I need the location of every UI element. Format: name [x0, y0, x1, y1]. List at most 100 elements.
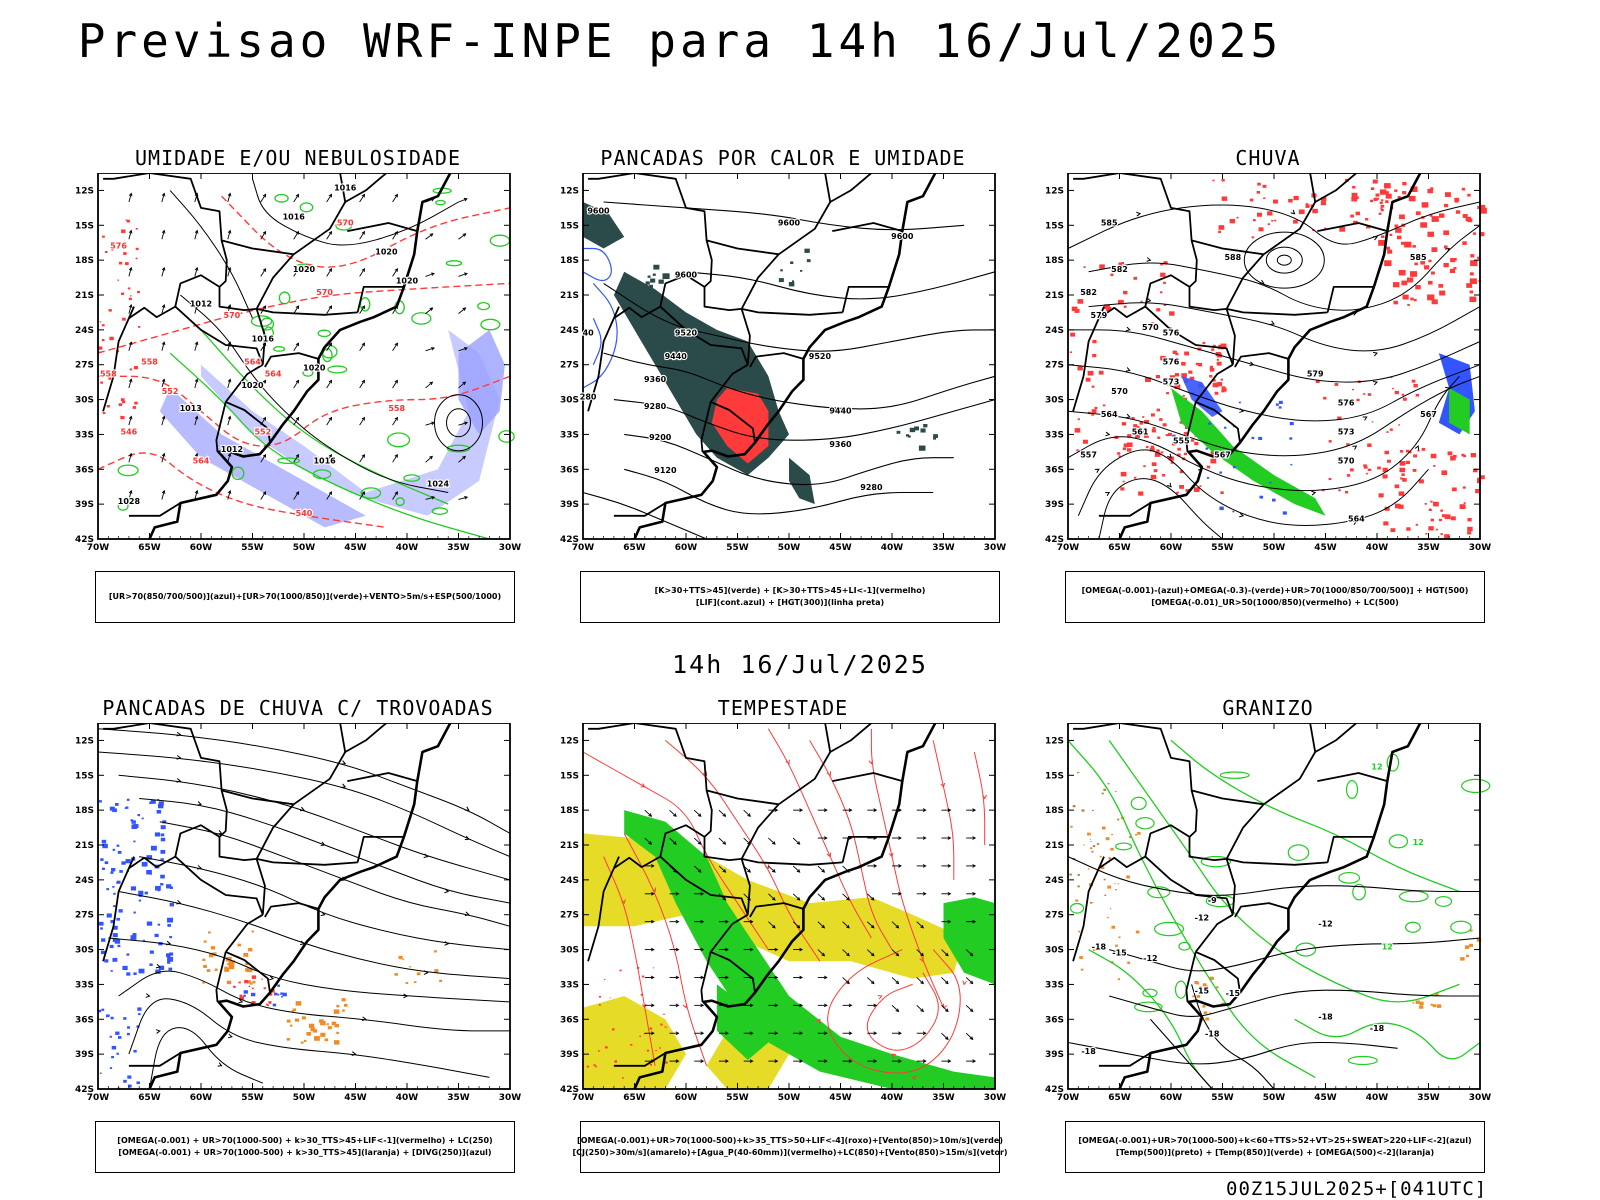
- thickness-line: [97, 282, 511, 354]
- state-border: [128, 305, 176, 319]
- state-border: [659, 855, 749, 916]
- rain-red-area: [1396, 235, 1402, 240]
- temp850-green-contour: [1115, 842, 1133, 851]
- rain-red-area: [1438, 518, 1442, 522]
- rain-red-area: [1418, 479, 1424, 484]
- rain-red-area: [1174, 384, 1181, 389]
- flow-arrow: [1269, 320, 1275, 325]
- rain-red-area: [1371, 421, 1374, 423]
- omega-orange-area: [1202, 983, 1207, 987]
- wind-vector-head: [945, 1036, 949, 1041]
- wind-vector: [326, 380, 332, 389]
- state-border: [256, 308, 358, 316]
- wind-vector-head: [128, 266, 133, 271]
- lat-label: 33S: [1045, 980, 1064, 990]
- lat-label: 42S: [1045, 1085, 1064, 1095]
- temp850-green-contour: [1352, 883, 1366, 901]
- rain-red-area: [1469, 278, 1477, 285]
- wind-vector-head: [870, 980, 875, 985]
- flow-arrow: [682, 1003, 688, 1009]
- instability-area: [933, 434, 938, 438]
- state-border: [1226, 308, 1328, 316]
- contour-label: 570: [1142, 323, 1159, 332]
- wind-vector: [293, 454, 299, 463]
- humidity-green-contour: [359, 297, 371, 312]
- rain-red-area: [1430, 500, 1433, 503]
- wind-vector-head: [922, 1031, 927, 1036]
- omega-orange-area: [1135, 930, 1140, 934]
- wind-vector-head: [431, 346, 435, 351]
- wind-vector: [128, 379, 132, 389]
- divergence-blue-area: [138, 968, 145, 974]
- rain-red-area: [1454, 197, 1460, 202]
- contour-label: 1012: [190, 300, 212, 309]
- wind-vector: [128, 341, 132, 351]
- thickness-line: [123, 252, 127, 255]
- wind-vector: [425, 233, 434, 240]
- wind-vector-head: [823, 808, 828, 812]
- wind-vector: [842, 921, 850, 929]
- rain-red-area: [1411, 379, 1416, 383]
- wind-vector-head: [898, 1059, 902, 1063]
- rain-red-area: [1117, 452, 1121, 455]
- contour-label: 576: [1163, 329, 1180, 338]
- coastline: [633, 173, 944, 540]
- showers-orange-area: [402, 958, 405, 961]
- wind-vector-head: [873, 1059, 878, 1063]
- rain-red-area: [1138, 491, 1144, 496]
- wind-vector: [965, 949, 974, 957]
- divergence-blue-area: [110, 1016, 114, 1020]
- rain-red-area: [1428, 526, 1434, 531]
- divergence-blue-area: [156, 809, 162, 814]
- lon-label: 70W: [87, 1093, 110, 1103]
- rain-red-area: [1092, 339, 1097, 344]
- contour-line: [118, 774, 511, 881]
- rain-red-area: [1420, 260, 1425, 265]
- wind-vector: [743, 809, 751, 817]
- lat-label: 39S: [560, 1050, 579, 1060]
- rain-red-area: [1121, 422, 1127, 426]
- divergence-blue-area: [99, 1072, 102, 1074]
- showers-orange-area: [342, 1009, 345, 1012]
- rain-red-area: [1182, 375, 1186, 378]
- rain-red-area: [1166, 392, 1169, 395]
- wind-vector: [792, 865, 801, 873]
- omega-orange-area: [1415, 1000, 1420, 1004]
- high-pressure-contour: [1243, 231, 1325, 289]
- rain-red-area: [1384, 260, 1392, 267]
- wind-vector-head: [771, 924, 776, 929]
- rain-red-area: [1415, 523, 1419, 526]
- contour-line: [1067, 364, 1481, 422]
- rain-red-area: [1185, 489, 1189, 492]
- rain-red-area: [1142, 416, 1145, 418]
- divergence-blue-area: [160, 825, 166, 830]
- omega-orange-area: [1072, 805, 1076, 808]
- rain-red-area: [1447, 451, 1453, 456]
- rain-red-area: [1386, 431, 1389, 433]
- wind-vector-head: [194, 378, 199, 383]
- instability-area: [662, 273, 670, 280]
- lat-label: 12S: [560, 736, 579, 746]
- rain-red-area: [1424, 265, 1430, 270]
- contour-line: [665, 740, 821, 962]
- flow-arrow: [444, 888, 450, 894]
- flow-arrow: [1239, 408, 1245, 413]
- rain-red-area: [1398, 504, 1404, 509]
- rain-red-area: [1367, 393, 1372, 396]
- water-red-area: [663, 1013, 665, 1015]
- state-border: [1314, 723, 1357, 753]
- rain-red-area: [1378, 212, 1382, 215]
- humidity-blue-area: [458, 329, 505, 435]
- divergence-blue-area: [138, 899, 142, 902]
- showers-orange-area: [341, 998, 346, 1002]
- divergence-blue-area: [111, 1055, 114, 1059]
- lon-label: 45W: [1314, 1093, 1337, 1103]
- instability-area: [778, 278, 784, 283]
- omega-orange-area: [1115, 889, 1117, 891]
- wind-vector-head: [295, 268, 300, 272]
- rain-red-area: [1383, 521, 1389, 526]
- rain-red-area: [1121, 261, 1125, 265]
- contour-label: 558: [100, 369, 117, 378]
- legend-granizo: [OMEGA(-0.001)+UR>70(1000-500)+k<60+TTS>…: [1065, 1121, 1485, 1173]
